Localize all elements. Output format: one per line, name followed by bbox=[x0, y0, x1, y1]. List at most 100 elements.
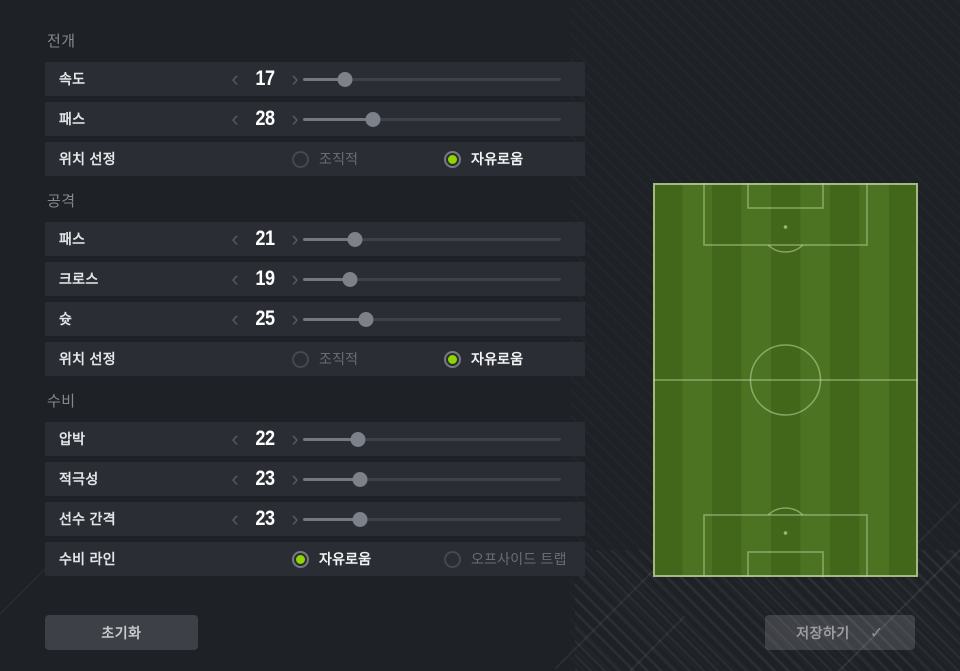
slider-track-line bbox=[303, 518, 561, 521]
decrease-button[interactable]: ‹ bbox=[231, 266, 239, 291]
decrease-button[interactable]: ‹ bbox=[231, 106, 239, 131]
section-title: 공격 bbox=[47, 193, 76, 210]
radio-row: 위치 선정 조직적 자유로움 bbox=[45, 142, 585, 176]
slider-thumb[interactable] bbox=[350, 432, 366, 447]
slider-track-line bbox=[303, 118, 561, 121]
save-button-label: 저장하기 bbox=[796, 624, 850, 641]
slider-track[interactable] bbox=[303, 462, 561, 496]
accent-line bbox=[0, 563, 51, 650]
stat-value: 21 bbox=[255, 227, 275, 250]
check-icon: ✓ bbox=[869, 624, 884, 642]
slider-row: 선수 간격 ‹ 23 › bbox=[45, 502, 585, 536]
slider-track-fill bbox=[303, 518, 361, 521]
reset-button[interactable]: 초기화 bbox=[45, 615, 198, 650]
radio-unselected-icon bbox=[292, 350, 309, 368]
radio-selected-icon bbox=[444, 150, 461, 168]
increase-button[interactable]: › bbox=[291, 466, 299, 491]
slider-row: 패스 ‹ 28 › bbox=[45, 102, 585, 136]
slider-thumb[interactable] bbox=[352, 512, 368, 527]
slider-track[interactable] bbox=[303, 102, 561, 136]
increase-button[interactable]: › bbox=[291, 506, 299, 531]
slider-row: 슛 ‹ 25 › bbox=[45, 302, 585, 336]
slider-track[interactable] bbox=[303, 62, 561, 96]
increase-button[interactable]: › bbox=[291, 106, 299, 131]
radio-selected-icon bbox=[444, 350, 461, 368]
pitch-preview bbox=[653, 181, 918, 579]
radio-option[interactable]: 자유로움 bbox=[444, 349, 523, 369]
radio-dot bbox=[448, 354, 457, 364]
radio-option[interactable]: 오프사이드 트랩 bbox=[444, 549, 567, 569]
decrease-button[interactable]: ‹ bbox=[231, 306, 239, 331]
slider-track[interactable] bbox=[303, 302, 561, 336]
slider-track-line bbox=[303, 238, 561, 241]
radio-option-label: 오프사이드 트랩 bbox=[471, 551, 567, 567]
radio-option[interactable]: 조직적 bbox=[292, 149, 444, 169]
tactics-panel: 전개 속도 ‹ 17 › 패스 ‹ 28 › 위치 선정 조직적 자유로움 공격 패스 ‹ 21 › 크로스 ‹ 19… bbox=[45, 0, 585, 582]
decrease-button[interactable]: ‹ bbox=[231, 66, 239, 91]
decrease-button[interactable]: ‹ bbox=[231, 226, 239, 251]
slider-thumb[interactable] bbox=[337, 72, 353, 87]
radio-row: 위치 선정 조직적 자유로움 bbox=[45, 342, 585, 376]
increase-button[interactable]: › bbox=[291, 226, 299, 251]
radio-unselected-icon bbox=[444, 550, 461, 568]
slider-row: 패스 ‹ 21 › bbox=[45, 222, 585, 256]
radio-option[interactable]: 자유로움 bbox=[292, 549, 444, 569]
slider-track-fill bbox=[303, 118, 374, 121]
slider-track-fill bbox=[303, 238, 356, 241]
row-label: 속도 bbox=[59, 71, 86, 87]
row-label: 위치 선정 bbox=[59, 151, 116, 167]
radio-group: 조직적 자유로움 bbox=[227, 349, 571, 369]
decrease-button[interactable]: ‹ bbox=[231, 506, 239, 531]
radio-selected-icon bbox=[292, 550, 309, 568]
pitch-graphic bbox=[653, 181, 918, 579]
radio-option-label: 자유로움 bbox=[319, 551, 372, 567]
row-label: 패스 bbox=[59, 111, 86, 127]
slider-thumb[interactable] bbox=[358, 312, 374, 327]
pitch-boundary bbox=[653, 183, 918, 577]
section-title: 수비 bbox=[47, 393, 76, 410]
slider-track[interactable] bbox=[303, 502, 561, 536]
stat-value: 23 bbox=[255, 507, 275, 530]
row-label: 패스 bbox=[59, 231, 86, 247]
slider-thumb[interactable] bbox=[352, 472, 368, 487]
stat-value: 17 bbox=[255, 67, 275, 90]
slider-track-fill bbox=[303, 278, 350, 281]
row-label: 선수 간격 bbox=[59, 511, 116, 527]
row-label: 적극성 bbox=[59, 471, 99, 487]
decrease-button[interactable]: ‹ bbox=[231, 426, 239, 451]
save-button[interactable]: 저장하기 ✓ bbox=[765, 615, 915, 650]
radio-option-label: 조직적 bbox=[319, 151, 359, 167]
slider-track[interactable] bbox=[303, 262, 561, 296]
row-label: 크로스 bbox=[59, 271, 99, 287]
radio-group: 자유로움 오프사이드 트랩 bbox=[227, 549, 571, 569]
increase-button[interactable]: › bbox=[291, 66, 299, 91]
row-label: 위치 선정 bbox=[59, 351, 116, 367]
increase-button[interactable]: › bbox=[291, 266, 299, 291]
stat-value: 19 bbox=[255, 267, 275, 290]
slider-track[interactable] bbox=[303, 222, 561, 256]
radio-option[interactable]: 자유로움 bbox=[444, 149, 523, 169]
slider-track-fill bbox=[303, 78, 345, 81]
slider-row: 압박 ‹ 22 › bbox=[45, 422, 585, 456]
decrease-button[interactable]: ‹ bbox=[231, 466, 239, 491]
slider-track-line bbox=[303, 478, 561, 481]
slider-track-fill bbox=[303, 478, 361, 481]
radio-option[interactable]: 조직적 bbox=[292, 349, 444, 369]
stat-value: 25 bbox=[255, 307, 275, 330]
slider-thumb[interactable] bbox=[365, 112, 381, 127]
reset-button-label: 초기화 bbox=[101, 624, 142, 641]
slider-track-line bbox=[303, 438, 561, 441]
increase-button[interactable]: › bbox=[291, 306, 299, 331]
increase-button[interactable]: › bbox=[291, 426, 299, 451]
radio-option-label: 자유로움 bbox=[471, 151, 524, 167]
slider-thumb[interactable] bbox=[347, 232, 363, 247]
slider-track[interactable] bbox=[303, 422, 561, 456]
slider-row: 적극성 ‹ 23 › bbox=[45, 462, 585, 496]
slider-thumb[interactable] bbox=[342, 272, 358, 287]
radio-option-label: 조직적 bbox=[319, 351, 359, 367]
row-label: 압박 bbox=[59, 431, 86, 447]
slider-row: 크로스 ‹ 19 › bbox=[45, 262, 585, 296]
radio-row: 수비 라인 자유로움 오프사이드 트랩 bbox=[45, 542, 585, 576]
stat-value: 22 bbox=[255, 427, 275, 450]
slider-track-line bbox=[303, 78, 561, 81]
